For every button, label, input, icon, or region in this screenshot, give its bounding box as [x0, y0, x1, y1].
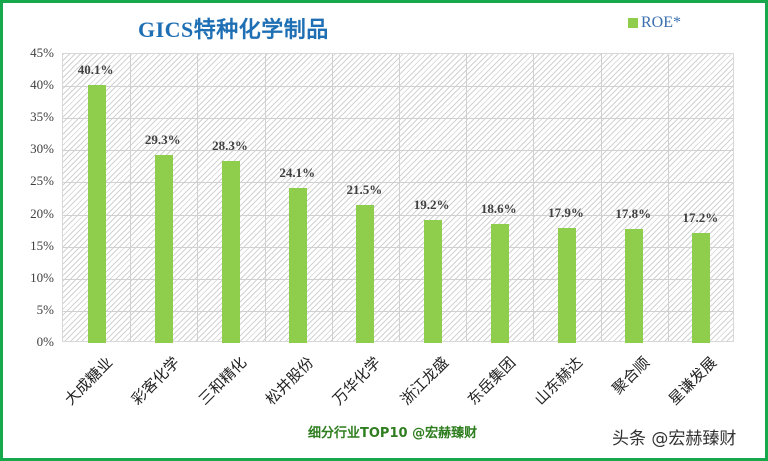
gridline-vertical	[399, 54, 400, 341]
gridline-vertical	[264, 54, 266, 341]
gridline-horizontal	[63, 118, 733, 120]
y-tick-label: 25%	[30, 173, 54, 189]
chart-title: GICS特种化学制品	[138, 17, 329, 42]
y-tick-label: 35%	[30, 109, 54, 125]
bar-value-label: 29.3%	[144, 131, 181, 147]
legend: ROE*	[628, 14, 681, 32]
bar-value-label: 28.3%	[212, 138, 248, 154]
legend-swatch	[628, 18, 638, 28]
gridline-vertical	[466, 54, 468, 341]
y-tick-label: 30%	[30, 141, 54, 157]
footer-caption: 细分行业TOP10 @宏赫臻财	[308, 426, 478, 441]
y-tick-label: 40%	[30, 77, 54, 93]
y-tick-label: 15%	[30, 237, 54, 253]
bar	[423, 219, 442, 343]
bar	[87, 85, 106, 343]
gridline-horizontal	[63, 150, 733, 152]
gridline-vertical	[533, 54, 535, 341]
bar-value-label: 17.9%	[548, 205, 584, 221]
gridline-horizontal	[63, 214, 733, 216]
plot-area	[62, 53, 734, 343]
gridline-horizontal	[63, 278, 733, 280]
bar	[289, 188, 308, 343]
bar	[490, 223, 509, 343]
gridline-vertical	[667, 54, 669, 341]
legend-label: ROE*	[641, 14, 681, 31]
y-tick-label: 20%	[30, 205, 54, 221]
gridline-horizontal	[63, 246, 733, 248]
bar	[222, 161, 240, 343]
bar	[558, 228, 576, 343]
bar-value-label: 19.2%	[413, 196, 450, 212]
bar-value-label: 18.6%	[480, 200, 517, 216]
bar	[154, 154, 173, 343]
gridline-horizontal	[63, 310, 733, 312]
bar-value-label: 40.1%	[77, 62, 114, 78]
gridline-vertical	[197, 54, 199, 341]
y-tick-label: 5%	[36, 301, 54, 317]
y-tick-label: 45%	[30, 45, 54, 60]
bar-value-label: 21.5%	[346, 181, 383, 197]
bar	[692, 232, 711, 343]
bar-value-label: 17.8%	[615, 205, 652, 221]
watermark: 头条 @宏赫臻财	[612, 429, 737, 449]
gridline-vertical	[600, 54, 602, 341]
bar-value-label: 17.2%	[682, 209, 719, 225]
bar	[625, 228, 644, 343]
bar	[356, 204, 375, 343]
gridline-horizontal	[63, 86, 733, 88]
y-tick-label: 0%	[36, 334, 54, 349]
gridline-horizontal	[63, 182, 733, 184]
gridline-vertical	[331, 54, 333, 341]
gridline-vertical	[130, 54, 132, 341]
bar-value-label: 24.1%	[279, 165, 316, 181]
y-tick-label: 10%	[30, 269, 54, 285]
